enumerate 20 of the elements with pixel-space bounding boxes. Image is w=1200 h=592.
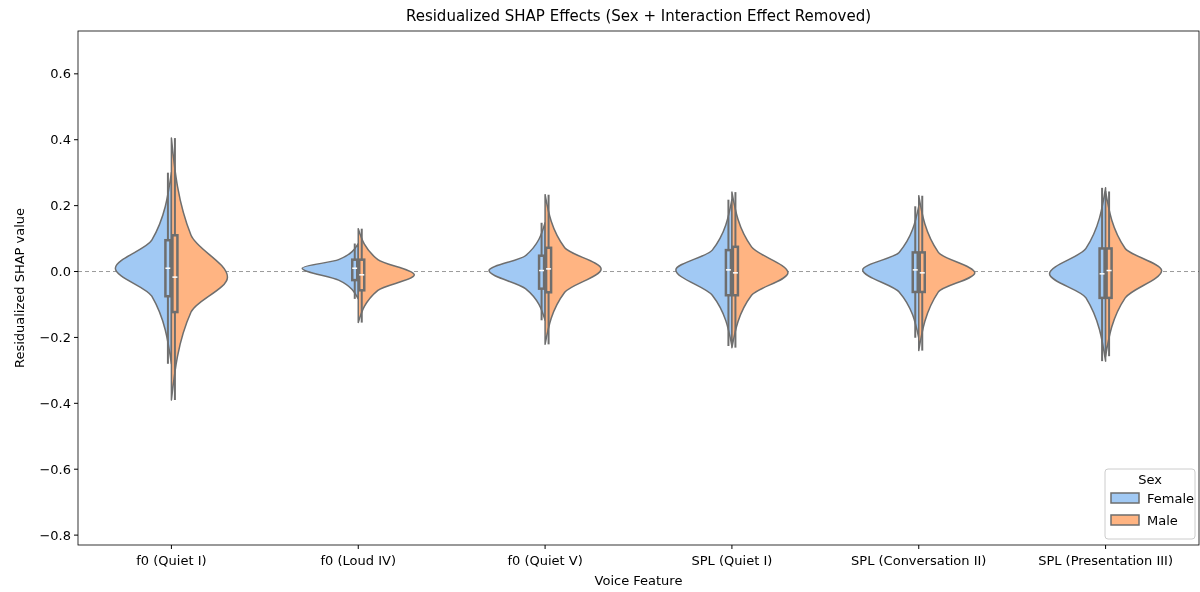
y-axis-title: Residualized SHAP value: [12, 207, 27, 369]
x-tick-label: SPL (Conversation II): [851, 553, 987, 568]
legend-title: Sex: [1138, 472, 1163, 487]
y-tick-label: −0.2: [39, 329, 71, 345]
x-tick-label: SPL (Quiet I): [691, 553, 773, 568]
chart-title: Residualized SHAP Effects (Sex + Interaction Effect Removed): [405, 7, 872, 25]
x-tick-label: f0 (Quiet V): [507, 553, 583, 568]
legend-label: Female: [1147, 490, 1195, 506]
y-tick-label: 0.4: [50, 132, 71, 148]
x-tick-label: f0 (Loud IV): [320, 553, 396, 568]
y-tick-label: −0.8: [39, 527, 71, 543]
x-axis-title: Voice Feature: [594, 573, 683, 588]
y-tick-label: 0.0: [50, 264, 71, 280]
y-tick-label: −0.4: [39, 395, 71, 411]
x-tick-label: SPL (Presentation III): [1038, 553, 1174, 568]
legend-label: Male: [1147, 512, 1178, 528]
x-tick-label: f0 (Quiet I): [136, 553, 207, 568]
y-tick-label: 0.6: [50, 66, 71, 82]
y-tick-label: −0.6: [39, 461, 71, 477]
y-tick-label: 0.2: [50, 198, 71, 214]
